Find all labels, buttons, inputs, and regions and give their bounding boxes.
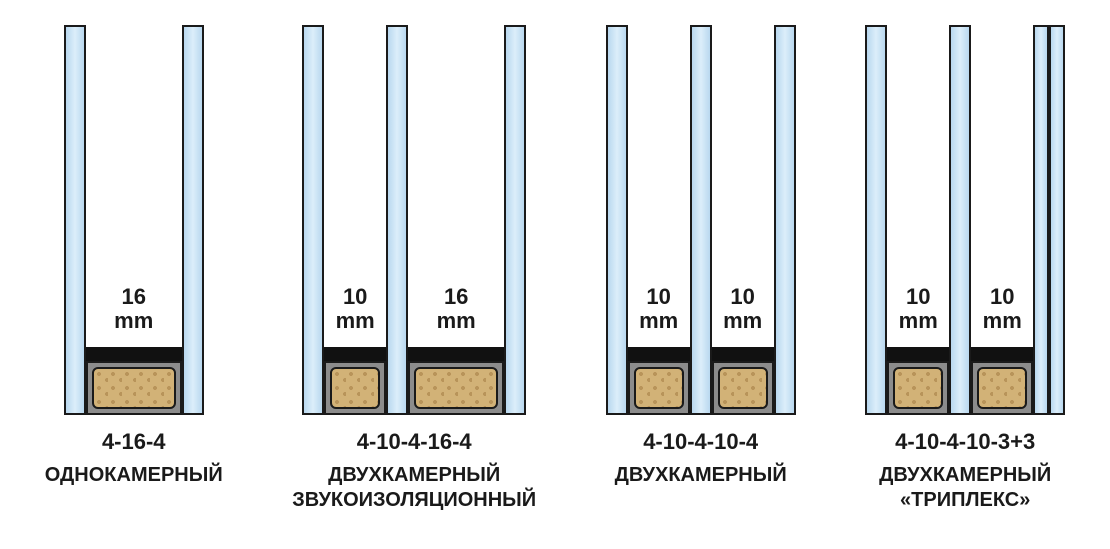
sealant-layer: [712, 347, 774, 361]
sealant-layer: [887, 347, 949, 361]
gap-width-label: 10mm: [712, 285, 774, 333]
gap-width-value: 16: [86, 285, 182, 309]
gap-width-unit: mm: [887, 309, 949, 333]
desiccant-beads: [634, 367, 684, 409]
gap-width-label: 16mm: [408, 285, 504, 333]
glass-pane: [182, 25, 204, 415]
glass-pane: [386, 25, 408, 415]
glass-pane: [606, 25, 628, 415]
glazing-unit-triplex: 10mm10mm4-10-4-10-3+3ДВУХКАМЕРНЫЙ «ТРИПЛ…: [865, 25, 1065, 513]
spacer-frame: [971, 361, 1033, 415]
spacer-assembly: [971, 347, 1033, 415]
desiccant-beads: [977, 367, 1027, 409]
gap-width-label: 10mm: [887, 285, 949, 333]
desiccant-beads: [92, 367, 176, 409]
sealant-layer: [628, 347, 690, 361]
gap-width-unit: mm: [971, 309, 1033, 333]
gap-width-label: 10mm: [628, 285, 690, 333]
glass-pane: [64, 25, 86, 415]
gap-width-unit: mm: [712, 309, 774, 333]
glazing-unit-double: 10mm10mm4-10-4-10-4ДВУХКАМЕРНЫЙ: [606, 25, 796, 488]
gap-width-value: 16: [408, 285, 504, 309]
cross-section-diagram: 10mm16mm: [302, 25, 526, 415]
glazing-formula: 4-10-4-10-4: [643, 429, 758, 455]
cross-section-diagram: 10mm10mm: [606, 25, 796, 415]
spacer-frame: [324, 361, 386, 415]
spacer-assembly: [628, 347, 690, 415]
spacer-assembly: [712, 347, 774, 415]
desiccant-beads: [718, 367, 768, 409]
spacer-frame: [887, 361, 949, 415]
glass-pane: [865, 25, 887, 415]
sealant-layer: [86, 347, 182, 361]
gap-width-label: 10mm: [324, 285, 386, 333]
spacer-frame: [628, 361, 690, 415]
gap-width-value: 10: [628, 285, 690, 309]
cross-section-diagram: 10mm10mm: [865, 25, 1065, 415]
glass-pane: [1033, 25, 1049, 415]
gap-width-label: 10mm: [971, 285, 1033, 333]
sealant-layer: [408, 347, 504, 361]
sealant-layer: [971, 347, 1033, 361]
desiccant-beads: [330, 367, 380, 409]
gap-width-unit: mm: [324, 309, 386, 333]
sealant-layer: [324, 347, 386, 361]
spacer-frame: [86, 361, 182, 415]
cross-section-diagram: 16mm: [64, 25, 204, 415]
glass-pane: [302, 25, 324, 415]
glazing-units-diagram: 16mm4-16-4ОДНОКАМЕРНЫЙ10mm16mm4-10-4-16-…: [0, 0, 1110, 549]
glazing-type-title: ДВУХКАМЕРНЫЙ ЗВУКОИЗОЛЯЦИОННЫЙ: [292, 463, 536, 513]
glazing-formula: 4-10-4-10-3+3: [895, 429, 1035, 455]
glass-pane: [690, 25, 712, 415]
spacer-frame: [712, 361, 774, 415]
gap-width-value: 10: [324, 285, 386, 309]
gap-width-label: 16mm: [86, 285, 182, 333]
glazing-unit-single: 16mm 4-16-4 ОДНОКАМЕРНЫЙ: [45, 25, 223, 488]
gap-width-unit: mm: [628, 309, 690, 333]
gap-width-value: 10: [712, 285, 774, 309]
spacer-assembly: [86, 347, 182, 415]
glazing-type-title: ДВУХКАМЕРНЫЙ: [615, 463, 787, 488]
glass-pane: [1049, 25, 1065, 415]
glazing-unit-double-acoustic: 10mm16mm4-10-4-16-4ДВУХКАМЕРНЫЙ ЗВУКОИЗО…: [292, 25, 536, 513]
gap-width-unit: mm: [408, 309, 504, 333]
spacer-frame: [408, 361, 504, 415]
gap-width-value: 10: [887, 285, 949, 309]
glass-pane: [774, 25, 796, 415]
glazing-formula: 4-16-4: [102, 429, 166, 455]
spacer-assembly: [408, 347, 504, 415]
glazing-formula: 4-10-4-16-4: [357, 429, 472, 455]
spacer-assembly: [324, 347, 386, 415]
spacer-assembly: [887, 347, 949, 415]
desiccant-beads: [414, 367, 498, 409]
glass-pane: [949, 25, 971, 415]
glazing-type-title: ДВУХКАМЕРНЫЙ «ТРИПЛЕКС»: [879, 463, 1051, 513]
gap-width-unit: mm: [86, 309, 182, 333]
gap-width-value: 10: [971, 285, 1033, 309]
glazing-type-title: ОДНОКАМЕРНЫЙ: [45, 463, 223, 488]
glass-pane: [504, 25, 526, 415]
desiccant-beads: [893, 367, 943, 409]
